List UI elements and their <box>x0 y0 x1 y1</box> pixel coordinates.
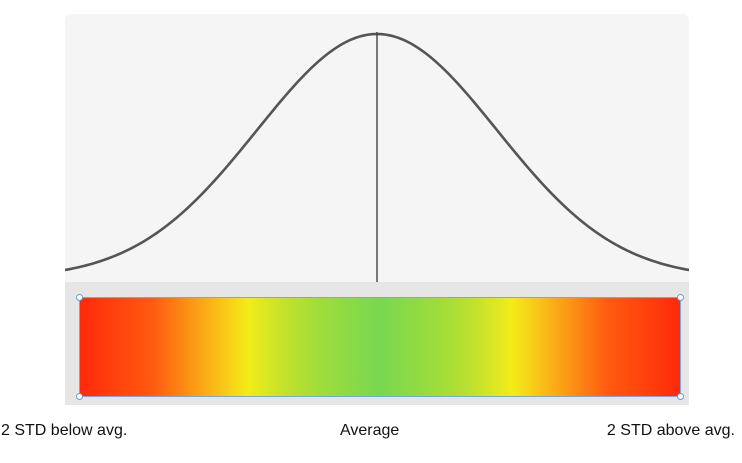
distribution-curve-panel <box>65 14 689 282</box>
resize-handle-top-right[interactable] <box>677 294 684 301</box>
label-average: Average <box>340 422 400 439</box>
label-2-std-below: 2 STD below avg. <box>1 422 128 439</box>
bell-curve-graphic <box>65 32 689 282</box>
resize-handle-bottom-left[interactable] <box>76 393 83 400</box>
resize-handle-bottom-right[interactable] <box>677 393 684 400</box>
gradient-bar-panel <box>65 282 689 405</box>
label-2-std-above: 2 STD above avg. <box>606 422 735 439</box>
color-gradient-bar[interactable] <box>76 294 684 400</box>
resize-handle-top-left[interactable] <box>76 294 83 301</box>
